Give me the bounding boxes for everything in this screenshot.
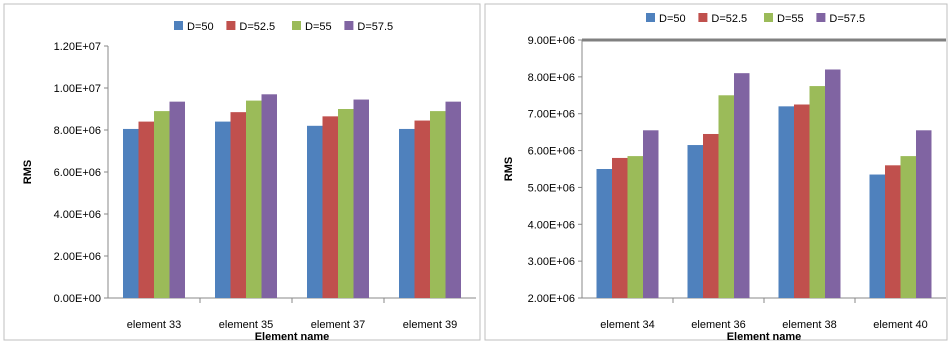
chart1-bar-d-52-5-2	[230, 112, 246, 299]
chart1-category-label: element 33	[127, 319, 181, 331]
chart1-bar-d-57-5-1	[169, 101, 185, 299]
chart1-bar-d-52-5-3	[322, 116, 338, 298]
chart1-bar-d-57-5-4	[445, 101, 461, 299]
chart1-legend-label: D=57.5	[357, 21, 393, 33]
chart1-legend-label: D=52.5	[239, 21, 275, 33]
chart1-legend-swatch	[174, 21, 183, 30]
chart1-y-tick-label: 1.20E+07	[54, 41, 101, 53]
chart1-bar-d-50-1	[123, 128, 139, 298]
chart2-bar-d-55-3	[809, 86, 825, 298]
chart2-category-label: element 40	[873, 319, 927, 331]
chart2-bar-d-50-4	[869, 174, 885, 298]
chart1-x-axis-title: Element name	[255, 331, 330, 343]
chart1-bar-d-55-3	[338, 109, 354, 298]
chart1-y-tick-label: 0.00E+00	[54, 293, 101, 305]
chart2-bar-d-52-5-1	[612, 157, 628, 298]
chart1-bar-d-55-4	[430, 111, 446, 298]
chart2-bar-d-57-5-3	[825, 69, 841, 298]
chart2-legend-swatch	[764, 13, 773, 22]
chart1-bar-d-57-5-3	[353, 99, 369, 298]
chart2-bar-d-57-5-1	[643, 130, 659, 298]
chart2-y-tick-label: 2.00E+06	[528, 293, 575, 305]
chart2-bar-d-55-2	[718, 95, 734, 299]
chart2-y-tick-label: 5.00E+06	[528, 182, 575, 194]
chart1-bar-d-55-2	[246, 100, 262, 298]
chart2-y-tick-label: 9.00E+06	[528, 35, 575, 47]
chart2-legend-swatch	[816, 13, 826, 22]
chart1-bar-d-50-2	[215, 121, 231, 298]
chart2-x-axis-title: Element name	[727, 331, 802, 343]
chart2-y-tick-label: 7.00E+06	[528, 109, 575, 121]
chart2-bar-d-52-5-2	[703, 133, 719, 298]
chart1-category-label: element 37	[311, 319, 365, 331]
chart1-bar-d-50-4	[399, 128, 415, 298]
chart2-bar-d-52-5-3	[794, 104, 810, 298]
chart1-y-axis-title: RMS	[22, 160, 34, 184]
chart2-bar-d-50-3	[778, 106, 794, 298]
chart1-legend-label: D=55	[305, 21, 332, 33]
chart2-bar-d-55-4	[900, 156, 916, 298]
chart1-legend-swatch	[344, 21, 354, 30]
chart2-bar-d-50-1	[596, 169, 612, 298]
chart1-bar-d-52-5-4	[414, 120, 430, 298]
chart2-legend-label: D=50	[659, 13, 686, 25]
chart1-legend-swatch	[226, 21, 236, 30]
chart1-category-label: element 39	[403, 319, 457, 331]
chart1-y-tick-label: 1.00E+07	[54, 83, 101, 95]
chart1-bar-d-50-3	[307, 125, 323, 298]
chart2-legend-label: D=52.5	[711, 13, 747, 25]
chart1-legend-label: D=50	[187, 21, 214, 33]
chart1-category-label: element 35	[219, 319, 273, 331]
chart2-category-label: element 34	[600, 319, 654, 331]
chart1-legend-swatch	[292, 21, 301, 30]
chart2-bar-d-52-5-4	[885, 165, 901, 298]
chart1-y-tick-label: 6.00E+06	[54, 167, 101, 179]
chart2-y-tick-label: 6.00E+06	[528, 146, 575, 158]
chart1-y-tick-label: 2.00E+06	[54, 251, 101, 263]
chart2-legend-swatch	[698, 13, 708, 22]
chart2-bar-d-50-2	[687, 145, 703, 298]
chart2-legend-label: D=57.5	[829, 13, 865, 25]
chart2-bar-d-57-5-2	[734, 73, 750, 299]
chart1-bar-d-57-5-2	[261, 94, 277, 298]
chart2-category-label: element 38	[782, 319, 836, 331]
chart1-y-tick-label: 4.00E+06	[54, 209, 101, 221]
chart2-y-axis-title: RMS	[503, 157, 515, 181]
chart1-bar-d-55-1	[154, 111, 170, 298]
chart2-y-tick-label: 3.00E+06	[528, 256, 575, 268]
chart2-category-label: element 36	[691, 319, 745, 331]
chart1-y-tick-label: 8.00E+06	[54, 125, 101, 137]
chart2-y-tick-label: 8.00E+06	[528, 72, 575, 84]
chart2-legend-swatch	[646, 13, 655, 22]
chart2-bar-d-57-5-4	[916, 130, 932, 298]
chart2-y-tick-label: 4.00E+06	[528, 219, 575, 231]
chart2-bar-d-55-1	[627, 156, 643, 298]
chart2-legend-label: D=55	[777, 13, 804, 25]
chart1-bar-d-52-5-1	[138, 121, 154, 298]
